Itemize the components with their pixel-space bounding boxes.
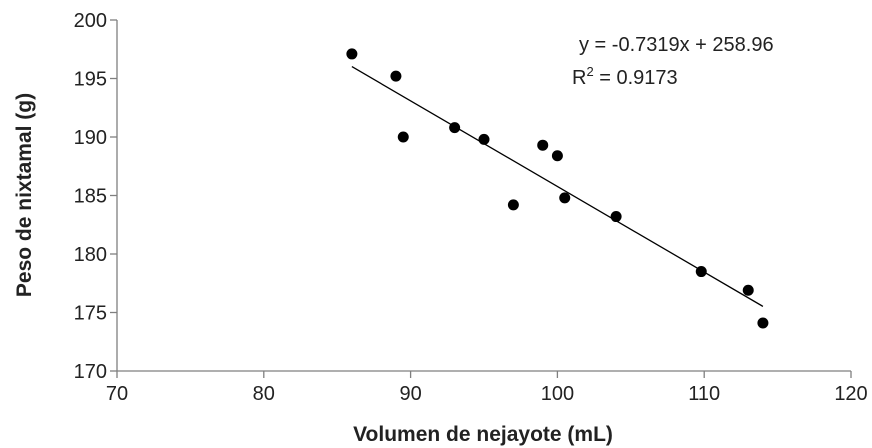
y-tick-label: 195 (74, 69, 107, 91)
data-point (695, 266, 707, 278)
x-tick-label: 120 (834, 383, 867, 405)
r-squared-value: = 0.9173 (594, 67, 678, 89)
r-squared-superscript: 2 (586, 64, 593, 79)
x-tick-label: 90 (399, 383, 421, 405)
y-tick-label: 190 (74, 127, 107, 149)
data-point (742, 284, 754, 296)
data-point (346, 48, 358, 60)
x-axis-title: Volumen de nejayote (mL) (353, 423, 613, 446)
data-point (390, 70, 402, 82)
data-point (757, 317, 769, 329)
data-point (551, 150, 563, 162)
x-tick-label: 110 (688, 383, 720, 405)
data-point (559, 192, 571, 204)
x-ticks: 70 80 90 100 110 120 (106, 371, 868, 405)
x-tick-label: 70 (106, 383, 128, 405)
y-tick-label: 185 (74, 186, 107, 208)
data-point (507, 199, 519, 211)
r-squared-prefix: R (572, 67, 586, 89)
r-squared-label: R2 = 0.9173 (572, 64, 678, 89)
data-point (537, 139, 549, 151)
y-tick-label: 170 (74, 361, 107, 383)
data-points (346, 48, 769, 329)
y-tick-label: 200 (74, 10, 107, 32)
data-point (449, 122, 461, 134)
trendline (351, 66, 764, 307)
trendline-equation: y = -0.7319x + 258.96 (579, 34, 774, 56)
axes (116, 20, 851, 372)
y-tick-label: 180 (74, 244, 107, 266)
data-point (610, 211, 622, 223)
x-tick-label: 80 (253, 383, 275, 405)
y-ticks: 170 175 180 185 190 195 200 (74, 10, 117, 383)
y-tick-label: 175 (74, 303, 107, 325)
y-axis-title: Peso de nixtamal (g) (13, 93, 36, 297)
data-point (478, 133, 490, 145)
x-tick-label: 100 (541, 383, 574, 405)
data-point (397, 131, 409, 143)
